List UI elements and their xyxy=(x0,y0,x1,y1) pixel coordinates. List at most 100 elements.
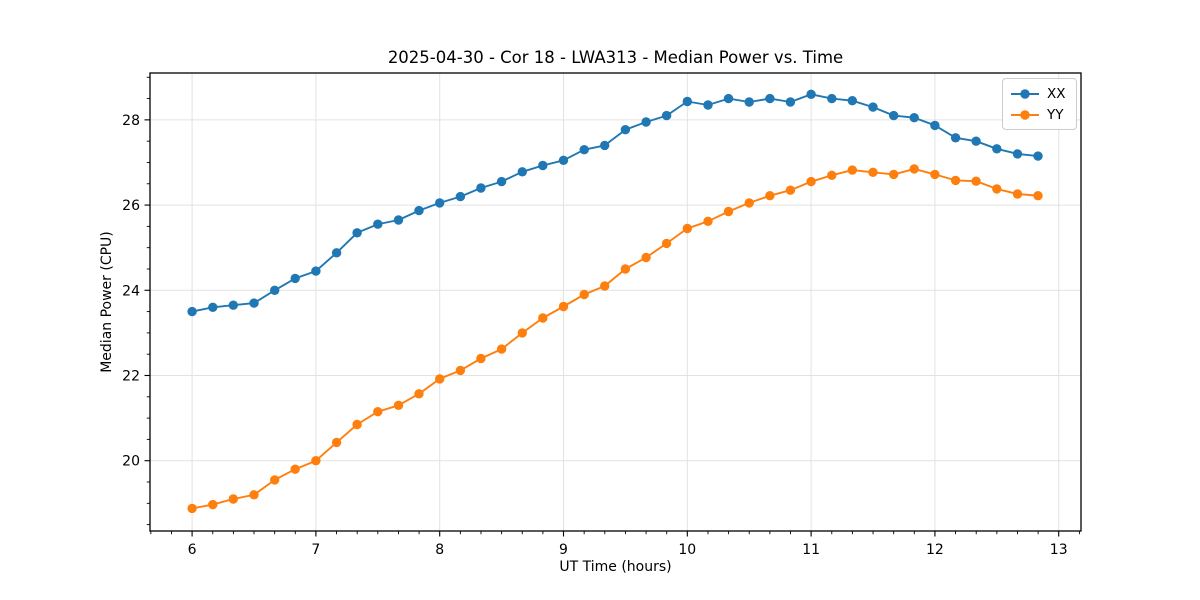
series-marker-XX xyxy=(930,120,940,131)
series-marker-YY xyxy=(538,313,548,323)
series-marker-YY xyxy=(744,198,754,208)
series-marker-YY xyxy=(868,167,878,177)
y-tick-label: 28 xyxy=(122,113,140,129)
series-marker-XX xyxy=(270,285,280,295)
series-marker-YY xyxy=(806,176,816,187)
series-marker-YY xyxy=(228,494,238,504)
series-marker-YY xyxy=(1033,191,1043,201)
legend-item-YY: YY xyxy=(1010,104,1066,125)
series-marker-YY xyxy=(930,169,940,180)
chart-title: 2025-04-30 - Cor 18 - LWA313 - Median Po… xyxy=(387,48,844,67)
series-marker-XX xyxy=(827,93,837,104)
series-marker-YY xyxy=(682,223,692,234)
series-marker-YY xyxy=(558,301,569,312)
series-marker-XX xyxy=(620,125,631,135)
series-marker-XX xyxy=(290,273,300,284)
series-marker-YY xyxy=(992,184,1002,194)
series-marker-YY xyxy=(311,456,321,466)
series-marker-XX xyxy=(249,298,259,308)
series-marker-YY xyxy=(909,164,919,174)
series-marker-YY xyxy=(641,252,651,263)
series-marker-YY xyxy=(290,464,300,474)
series-marker-YY xyxy=(1012,189,1023,199)
x-tick-label: 9 xyxy=(559,542,568,558)
series-marker-XX xyxy=(373,219,383,229)
series-marker-YY xyxy=(414,389,424,399)
series-marker-YY xyxy=(517,328,527,338)
series-marker-YY xyxy=(435,374,445,384)
legend-label: YY xyxy=(1047,106,1064,123)
x-tick-label: 8 xyxy=(435,542,444,558)
x-tick-label: 12 xyxy=(926,542,944,558)
series-marker-YY xyxy=(352,419,362,430)
series-marker-YY xyxy=(971,176,981,186)
series-marker-YY xyxy=(889,169,899,180)
series-marker-XX xyxy=(682,96,692,107)
series-marker-XX xyxy=(723,93,734,104)
series-marker-XX xyxy=(785,97,796,107)
y-tick-label: 24 xyxy=(122,283,140,299)
series-marker-XX xyxy=(352,228,362,238)
series-marker-XX xyxy=(806,89,816,100)
x-axis-label: UT Time (hours) xyxy=(559,559,672,575)
series-marker-YY xyxy=(455,365,466,376)
series-marker-YY xyxy=(950,175,961,186)
series-marker-XX xyxy=(517,167,527,177)
y-tick-label: 26 xyxy=(122,198,140,214)
legend-label: XX xyxy=(1047,85,1066,102)
series-marker-XX xyxy=(187,306,197,317)
series-marker-XX xyxy=(455,191,466,202)
series-marker-XX xyxy=(1012,149,1023,159)
y-tick-label: 20 xyxy=(122,454,140,470)
series-marker-XX xyxy=(600,140,610,151)
series-marker-YY xyxy=(331,437,342,448)
legend: XX YY xyxy=(1002,78,1077,130)
y-tick-label: 22 xyxy=(122,368,140,384)
series-marker-XX xyxy=(476,183,486,193)
series-marker-YY xyxy=(208,499,218,510)
series-marker-XX xyxy=(641,117,651,127)
series-marker-XX xyxy=(208,302,218,312)
series-marker-YY xyxy=(723,206,734,217)
x-tick-label: 7 xyxy=(311,542,320,558)
legend-line-sample xyxy=(1011,109,1039,120)
series-marker-YY xyxy=(620,264,631,274)
series-marker-YY xyxy=(393,400,404,410)
series-marker-YY xyxy=(847,165,857,175)
series-marker-YY xyxy=(187,503,197,514)
series-line-XX xyxy=(191,93,1039,313)
series-marker-XX xyxy=(703,100,713,110)
series-marker-XX xyxy=(992,144,1002,154)
legend-line-sample xyxy=(1011,88,1039,99)
series-marker-YY xyxy=(476,353,486,364)
series-marker-YY xyxy=(703,216,713,226)
series-marker-YY xyxy=(496,344,507,354)
series-marker-YY xyxy=(785,185,796,195)
series-marker-YY xyxy=(661,238,672,249)
series-marker-XX xyxy=(889,110,899,121)
series-marker-YY xyxy=(600,281,610,291)
series-marker-XX xyxy=(909,113,919,123)
x-tick-label: 11 xyxy=(802,542,820,558)
series-marker-YY xyxy=(827,170,837,180)
series-marker-XX xyxy=(744,97,754,107)
series-marker-XX xyxy=(228,300,238,310)
series-marker-XX xyxy=(579,145,589,155)
series-marker-XX xyxy=(661,110,672,121)
series-marker-XX xyxy=(496,176,507,187)
series-marker-XX xyxy=(393,215,404,225)
series-marker-YY xyxy=(579,289,589,300)
series-marker-XX xyxy=(950,133,961,143)
series-marker-YY xyxy=(373,407,383,417)
legend-marker-icon xyxy=(1020,88,1030,99)
series-marker-XX xyxy=(971,136,981,146)
legend-marker-icon xyxy=(1020,109,1030,120)
series-marker-XX xyxy=(538,160,548,171)
legend-item-XX: XX xyxy=(1010,83,1066,104)
series-marker-XX xyxy=(331,248,342,258)
series-marker-XX xyxy=(311,266,321,276)
series-marker-YY xyxy=(270,475,280,485)
series-marker-XX xyxy=(847,96,857,106)
